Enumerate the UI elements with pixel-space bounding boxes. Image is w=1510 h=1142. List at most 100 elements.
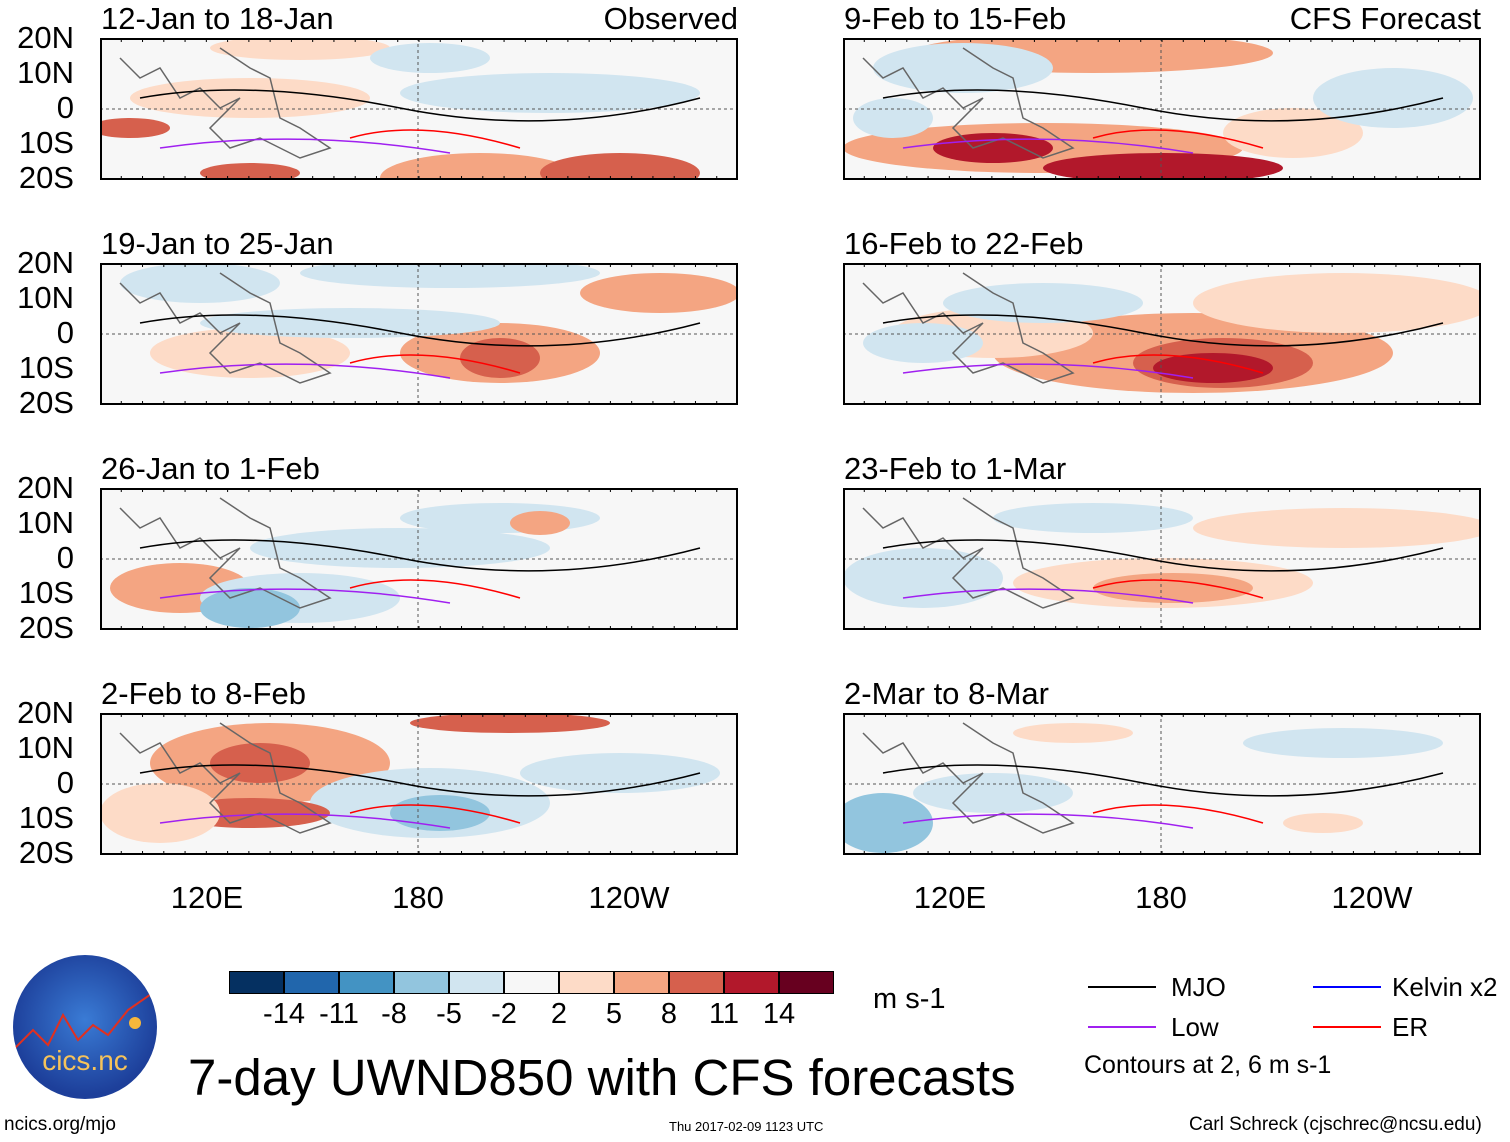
low-contour xyxy=(902,813,1194,829)
coastline xyxy=(862,47,1075,159)
colorbar-label: -2 xyxy=(491,998,517,1030)
wind-anomaly-shading xyxy=(210,38,390,60)
mjo-contour xyxy=(882,314,1444,347)
y-tick-label: 0 xyxy=(56,90,74,125)
er-contour xyxy=(349,129,521,149)
map-panel xyxy=(843,713,1481,855)
colorbar-label: -5 xyxy=(436,998,462,1030)
low-contour xyxy=(159,813,451,829)
wind-anomaly-shading xyxy=(200,163,300,180)
panel-title: 23-Feb to 1-Mar xyxy=(844,451,1067,486)
colorbar-swatch xyxy=(449,971,504,994)
colorbar-swatch xyxy=(339,971,394,994)
er-contour xyxy=(1092,579,1264,599)
mjo-contour xyxy=(882,764,1444,797)
legend-mjo-line xyxy=(1088,986,1156,988)
y-tick-label: 10S xyxy=(18,350,74,385)
wind-anomaly-shading xyxy=(460,338,540,378)
low-contour xyxy=(159,138,451,154)
wind-anomaly-shading xyxy=(100,118,170,138)
colorbar-swatch xyxy=(614,971,669,994)
wind-anomaly-shading xyxy=(540,153,700,180)
panel-title: 16-Feb to 22-Feb xyxy=(844,226,1084,261)
low-contour xyxy=(902,363,1194,379)
wind-anomaly-shading xyxy=(100,783,220,843)
colorbar-label: -14 xyxy=(263,998,305,1030)
wind-anomaly-shading xyxy=(520,753,720,793)
wind-anomaly-shading xyxy=(863,323,983,363)
legend-er-line xyxy=(1313,1026,1381,1028)
footer-url: ncics.org/mjo xyxy=(4,1114,116,1135)
y-tick-label: 10S xyxy=(18,125,74,160)
map-panel xyxy=(100,38,738,180)
colorbar-label: 11 xyxy=(708,998,740,1030)
panel-frame xyxy=(843,713,1481,855)
legend-low-line xyxy=(1088,1026,1156,1028)
wind-anomaly-shading xyxy=(400,73,700,113)
wind-anomaly-shading xyxy=(1193,508,1481,548)
coastline xyxy=(119,722,332,834)
wind-anomaly-shading xyxy=(1043,153,1283,180)
legend-note: Contours at 2, 6 m s-1 xyxy=(1084,1051,1332,1079)
legend-kelvin-line xyxy=(1313,986,1381,988)
colorbar-label: 14 xyxy=(762,998,796,1030)
wind-anomaly-shading xyxy=(130,78,370,118)
er-contour xyxy=(349,354,521,374)
colorbar-swatch xyxy=(229,971,284,994)
panel-title: 2-Feb to 8-Feb xyxy=(101,676,307,711)
wind-anomaly-shading xyxy=(943,283,1143,323)
map-panel xyxy=(843,38,1481,180)
coastline xyxy=(862,272,1075,384)
cics-logo: cics.nc xyxy=(13,955,157,1099)
wind-anomaly-shading xyxy=(843,793,933,853)
wind-anomaly-shading xyxy=(1093,573,1253,603)
wind-anomaly-shading xyxy=(370,43,490,73)
panel-title: 12-Jan to 18-Jan xyxy=(101,1,334,36)
er-contour xyxy=(349,579,521,599)
wind-anomaly-shading xyxy=(1283,813,1363,833)
x-tick-label: 180 xyxy=(1135,880,1187,915)
coastline xyxy=(119,272,332,384)
wind-anomaly-shading xyxy=(410,713,610,733)
panel-frame xyxy=(100,263,738,405)
panel-tag: Observed xyxy=(603,1,738,36)
colorbar-swatch xyxy=(284,971,339,994)
er-contour xyxy=(1092,354,1264,374)
colorbar-swatch xyxy=(669,971,724,994)
wind-anomaly-shading xyxy=(873,43,1053,93)
colorbar-label: -11 xyxy=(319,998,359,1030)
wind-anomaly-shading xyxy=(580,273,738,313)
panel-frame xyxy=(100,713,738,855)
er-contour xyxy=(1092,129,1264,149)
wind-anomaly-shading xyxy=(1313,68,1473,128)
wind-anomaly-shading xyxy=(380,153,580,180)
legend-er-label: ER xyxy=(1392,1012,1429,1042)
map-panel xyxy=(100,488,738,630)
coastline xyxy=(119,47,332,159)
y-tick-label: 20N xyxy=(17,470,74,505)
wind-anomaly-shading xyxy=(1243,728,1443,758)
wind-anomaly-shading xyxy=(510,511,570,535)
coastline xyxy=(119,497,332,609)
y-tick-label: 20S xyxy=(18,385,74,420)
x-tick-label: 120W xyxy=(588,880,670,915)
y-tick-label: 10N xyxy=(17,730,74,765)
y-tick-label: 20S xyxy=(18,835,74,870)
coastline xyxy=(862,497,1075,609)
colorbar-label: -8 xyxy=(381,998,407,1030)
colorbar-label: 2 xyxy=(550,998,568,1030)
colorbar-swatch xyxy=(504,971,559,994)
wind-anomaly-shading xyxy=(200,588,300,628)
panel-title: 9-Feb to 15-Feb xyxy=(844,1,1067,36)
wind-anomaly-shading xyxy=(843,548,1003,608)
coastline xyxy=(862,722,1075,834)
er-contour xyxy=(349,804,521,824)
wind-anomaly-shading xyxy=(1153,353,1273,383)
colorbar-swatch xyxy=(394,971,449,994)
colorbar-swatch xyxy=(724,971,779,994)
low-contour xyxy=(902,138,1194,154)
panel-title: 26-Jan to 1-Feb xyxy=(101,451,320,486)
wind-anomaly-shading xyxy=(1013,723,1133,743)
mjo-contour xyxy=(139,89,701,122)
